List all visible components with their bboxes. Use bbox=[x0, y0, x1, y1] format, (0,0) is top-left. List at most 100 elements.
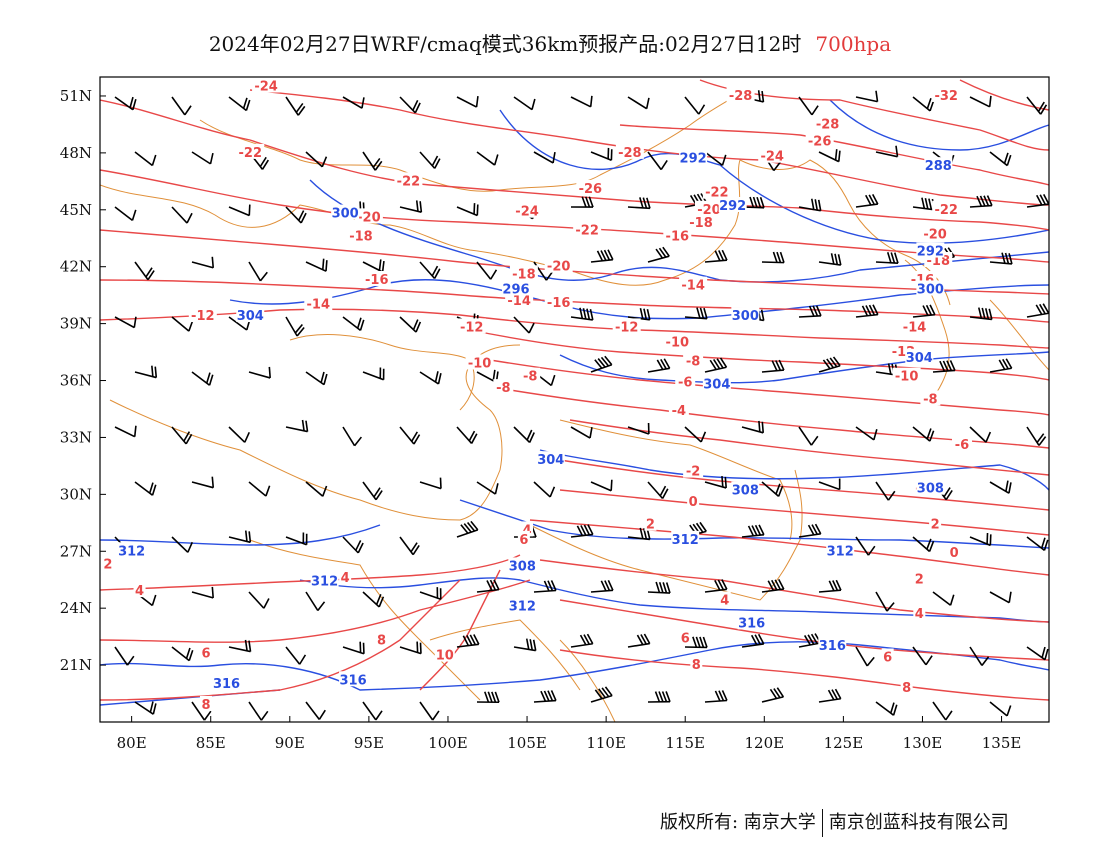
temperature-label: -26 bbox=[808, 135, 832, 150]
wind-barb bbox=[969, 95, 992, 108]
isotherm-28 bbox=[699, 79, 1049, 151]
temperature-label: -18 bbox=[349, 229, 373, 244]
isotherm-2 bbox=[559, 459, 1049, 511]
wind-barb bbox=[248, 261, 268, 282]
border-southwest bbox=[249, 539, 581, 701]
wind-barb bbox=[285, 96, 306, 116]
wind-barb bbox=[647, 358, 671, 373]
wind-barb bbox=[875, 145, 899, 158]
wind-barb bbox=[114, 96, 137, 111]
temperature-label-bg bbox=[457, 318, 486, 334]
wind-barb bbox=[134, 261, 155, 281]
wind-barb bbox=[228, 204, 251, 217]
pressure-level: 700hpa bbox=[815, 32, 892, 56]
wind-barb bbox=[798, 96, 819, 116]
temperature-contours bbox=[100, 79, 1049, 701]
temperature-label: -22 bbox=[239, 146, 263, 161]
wind-barb bbox=[171, 426, 193, 445]
wind-barb bbox=[684, 636, 708, 649]
height-label: 304 bbox=[537, 453, 564, 468]
temperature-label: -14 bbox=[903, 320, 927, 335]
wind-barb bbox=[741, 196, 765, 209]
temperature-label: -20 bbox=[697, 203, 721, 218]
wind-barb bbox=[855, 536, 876, 556]
temperature-label-bg bbox=[513, 202, 542, 218]
contour-312-b bbox=[299, 577, 1049, 623]
temperature-label: 6 bbox=[883, 651, 892, 666]
wind-barb bbox=[855, 304, 879, 318]
wind-barb bbox=[305, 481, 328, 497]
wind-barb bbox=[513, 96, 536, 111]
wind-barb bbox=[399, 536, 420, 556]
contour-296 bbox=[309, 179, 1049, 283]
temperature-label-bg bbox=[375, 631, 388, 647]
wind-barb bbox=[627, 633, 651, 648]
wind-barb bbox=[305, 701, 326, 720]
lat-label: 33N bbox=[60, 428, 92, 446]
temperature-label: -22 bbox=[397, 174, 421, 189]
temperature-label-bg bbox=[304, 295, 333, 311]
wind-barb bbox=[989, 252, 1013, 265]
temperature-label-bg bbox=[702, 183, 731, 199]
temperature-label-bg bbox=[346, 227, 375, 243]
isotherm-6b bbox=[559, 599, 1049, 661]
wind-barb bbox=[932, 591, 955, 606]
lon-label: 85E bbox=[196, 734, 226, 752]
wind-barb bbox=[912, 646, 933, 666]
wind-barb bbox=[248, 701, 269, 721]
wind-barb bbox=[684, 96, 706, 115]
temperature-label: -20 bbox=[923, 227, 947, 242]
isotherm-0 bbox=[559, 489, 1049, 536]
lon-label: 130E bbox=[903, 734, 943, 752]
temperature-label: 6 bbox=[681, 632, 690, 647]
wind-barb bbox=[476, 691, 500, 704]
wind-barb bbox=[399, 426, 421, 445]
wind-barb bbox=[342, 316, 365, 332]
temperature-label: 4 bbox=[341, 571, 350, 586]
wind-barb bbox=[704, 475, 727, 489]
temperature-label: -16 bbox=[365, 273, 389, 288]
wind-barb bbox=[875, 591, 895, 612]
temperature-label: -20 bbox=[547, 260, 571, 275]
temperature-label: -28 bbox=[816, 117, 840, 132]
wind-barb bbox=[419, 371, 442, 385]
wind-barb bbox=[969, 426, 992, 443]
lon-label: 115E bbox=[665, 734, 705, 752]
wind-barb bbox=[228, 426, 250, 443]
wind-barb bbox=[912, 426, 935, 442]
temperature-label: -16 bbox=[547, 296, 571, 311]
wind-barb bbox=[818, 688, 842, 703]
wind-barb bbox=[134, 365, 158, 379]
temperature-label: -10 bbox=[895, 370, 919, 385]
temperature-label: 2 bbox=[646, 518, 655, 533]
isotherm-10 bbox=[419, 569, 501, 691]
height-label: 300 bbox=[917, 282, 944, 297]
height-label: 296 bbox=[502, 282, 529, 297]
wind-barb bbox=[590, 355, 613, 373]
wind-barb bbox=[570, 633, 594, 648]
temperature-label: -24 bbox=[515, 205, 539, 220]
isotherm-22 bbox=[100, 99, 1049, 231]
copyright-left: 版权所有: 南京大学 bbox=[660, 812, 816, 833]
wind-barb bbox=[570, 426, 593, 439]
wind-barb bbox=[191, 476, 215, 489]
wind-barb bbox=[704, 357, 728, 373]
wind-barb bbox=[818, 253, 842, 266]
wind-barb bbox=[647, 481, 669, 500]
temperature-label: 0 bbox=[950, 546, 959, 561]
temperature-label-bg bbox=[573, 221, 602, 237]
wind-barb bbox=[969, 307, 993, 321]
height-label: 288 bbox=[925, 159, 952, 174]
temperature-label-bg bbox=[252, 77, 281, 93]
wind-barb bbox=[647, 246, 670, 263]
temperature-label-bg bbox=[929, 515, 942, 531]
temperature-label-bg bbox=[493, 379, 514, 395]
temperature-label: -14 bbox=[307, 298, 331, 313]
wind-barb bbox=[342, 536, 364, 554]
wind-barb bbox=[1026, 96, 1048, 115]
height-label-bg bbox=[339, 671, 368, 687]
wind-barb bbox=[171, 206, 193, 224]
wind-barb bbox=[1026, 303, 1049, 318]
temperature-label-bg bbox=[544, 293, 573, 309]
wind-barb bbox=[456, 203, 479, 217]
